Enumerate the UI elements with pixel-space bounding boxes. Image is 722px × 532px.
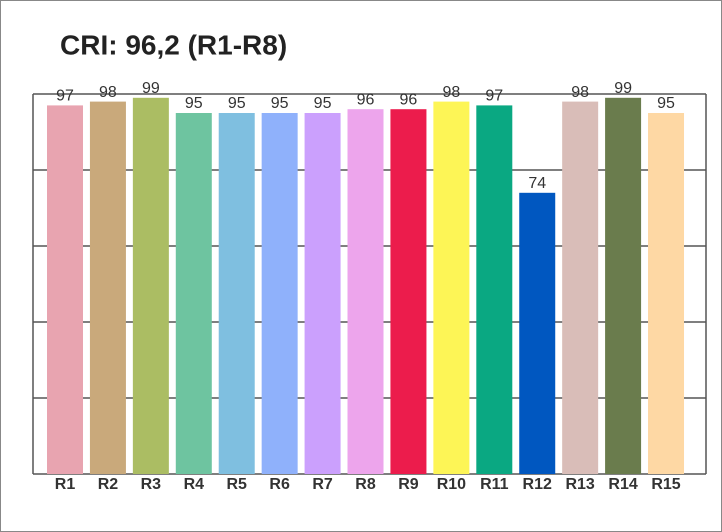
x-tick-label: R11	[480, 476, 509, 493]
value-label: 99	[142, 80, 160, 97]
x-tick-label: R4	[184, 476, 205, 493]
x-tick-label: R12	[523, 476, 552, 493]
bar	[648, 113, 685, 474]
bar	[304, 113, 341, 474]
x-tick-label: R14	[608, 476, 637, 493]
x-tick-label: R13	[565, 476, 594, 493]
x-tick-label: R15	[651, 476, 680, 493]
x-tick-label: R5	[226, 476, 247, 493]
bar	[605, 97, 642, 475]
value-label: 97	[485, 88, 503, 105]
value-label: 95	[228, 95, 246, 112]
bar	[562, 101, 599, 474]
value-label: 95	[314, 95, 332, 112]
value-label: 98	[99, 84, 117, 101]
value-label: 96	[400, 91, 418, 108]
x-tick-label: R7	[312, 476, 333, 493]
x-tick-label: R1	[55, 476, 76, 493]
chart-title: CRI: 96,2 (R1-R8)	[60, 29, 287, 60]
x-tick-label: R2	[98, 476, 119, 493]
bar	[390, 109, 427, 474]
bar	[218, 113, 255, 474]
x-tick-label: R10	[437, 476, 466, 493]
bar	[476, 105, 513, 475]
value-label: 96	[357, 91, 375, 108]
value-label: 95	[185, 95, 203, 112]
value-label: 95	[657, 95, 675, 112]
x-tick-label: R6	[269, 476, 290, 493]
x-tick-label: R3	[141, 476, 162, 493]
bar	[175, 113, 212, 474]
value-label: 74	[528, 175, 546, 192]
value-label: 98	[442, 84, 460, 101]
x-tick-label: R9	[398, 476, 419, 493]
x-tick-label: R8	[355, 476, 376, 493]
value-label: 95	[271, 95, 289, 112]
value-label: 99	[614, 80, 632, 97]
value-label: 98	[571, 84, 589, 101]
bar	[347, 109, 384, 474]
bar	[47, 105, 83, 475]
value-label: 97	[56, 88, 74, 105]
bar	[132, 97, 169, 475]
bar	[519, 192, 556, 475]
bar	[89, 101, 126, 474]
bar	[433, 101, 470, 474]
bar	[261, 113, 298, 474]
